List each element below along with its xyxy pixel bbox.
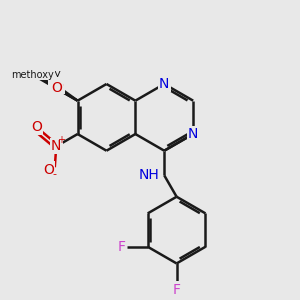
Text: methoxy: methoxy (11, 70, 54, 80)
Text: N: N (51, 140, 62, 153)
Text: F: F (172, 283, 181, 296)
Text: O: O (43, 163, 54, 177)
Text: N: N (188, 127, 198, 141)
Text: O: O (53, 79, 64, 93)
Text: O: O (50, 79, 60, 93)
Text: O: O (51, 81, 62, 95)
Text: +: + (58, 135, 65, 145)
Text: F: F (118, 240, 126, 254)
Text: O: O (32, 120, 42, 134)
Text: N: N (159, 77, 169, 91)
Text: -: - (53, 169, 57, 179)
Text: methoxy: methoxy (11, 69, 60, 79)
Text: NH: NH (138, 168, 159, 182)
